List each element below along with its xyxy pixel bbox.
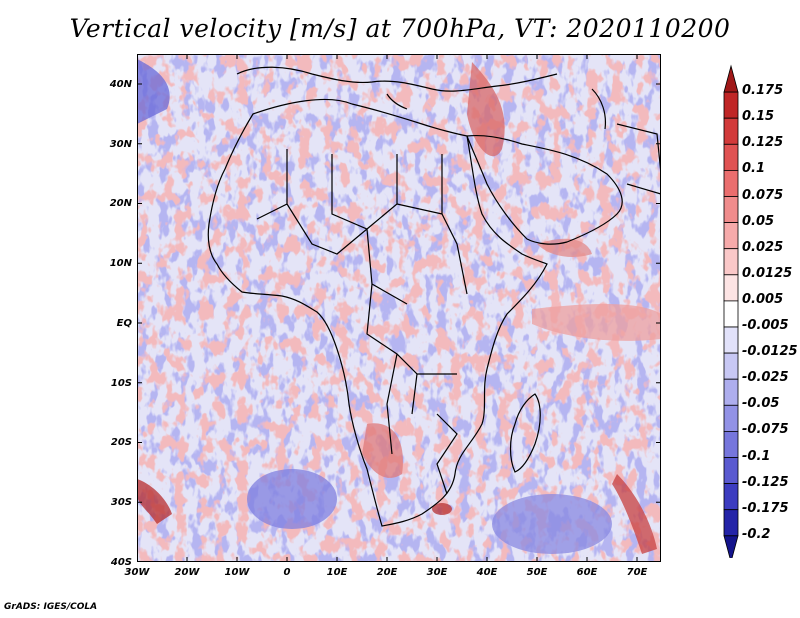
lat-label-30s: 30S bbox=[110, 497, 132, 508]
colorbar-swatch bbox=[723, 170, 739, 197]
map-title: Vertical velocity [m/s] at 700hPa, VT: 2… bbox=[69, 14, 731, 43]
colorbar-swatch bbox=[723, 326, 739, 354]
lon-label-40e: 40E bbox=[476, 567, 498, 578]
lat-label-20n: 20N bbox=[109, 198, 132, 209]
credit-text: GrADS: IGES/COLA bbox=[4, 602, 98, 612]
lon-label-10e: 10E bbox=[326, 567, 348, 578]
colorbar-swatch bbox=[723, 535, 739, 558]
colorbar-label: -0.125 bbox=[742, 474, 789, 490]
colorbar-label: -0.005 bbox=[742, 318, 789, 333]
colorbar-label: -0.2 bbox=[742, 526, 771, 542]
colorbar-label: 0.0125 bbox=[742, 265, 793, 281]
colorbar-label: -0.1 bbox=[742, 448, 771, 464]
colorbar bbox=[723, 64, 739, 558]
colorbar-label: -0.05 bbox=[742, 396, 780, 412]
colorbar-swatch bbox=[723, 222, 739, 250]
lat-label-10s: 10S bbox=[110, 378, 132, 389]
lat-label-40n: 40N bbox=[109, 79, 132, 90]
colorbar-swatch bbox=[723, 143, 739, 171]
colorbar-swatch bbox=[723, 404, 739, 432]
lat-label-20s: 20S bbox=[110, 437, 132, 448]
colorbar-label: 0.005 bbox=[742, 291, 784, 307]
colorbar-swatch bbox=[723, 509, 739, 537]
colorbar-label: -0.0125 bbox=[742, 344, 798, 360]
lon-label-70e: 70E bbox=[626, 567, 648, 578]
colorbar-swatch bbox=[723, 64, 739, 93]
colorbar-swatch bbox=[723, 378, 739, 406]
map-frame bbox=[137, 54, 661, 562]
lat-label-30n: 30N bbox=[109, 139, 132, 150]
velocity-features bbox=[137, 59, 661, 554]
colorbar-swatch bbox=[723, 430, 739, 458]
colorbar-label: -0.175 bbox=[742, 500, 789, 516]
colorbar-label: 0.075 bbox=[742, 187, 784, 203]
lat-label-eq: EQ bbox=[116, 318, 132, 329]
colorbar-label: 0.05 bbox=[742, 213, 775, 229]
coastlines bbox=[207, 66, 661, 527]
colorbar-swatch bbox=[723, 274, 739, 302]
colorbar-label: 0.1 bbox=[742, 161, 766, 177]
colorbar-label: 0.025 bbox=[742, 239, 784, 255]
colorbar-label: 0.175 bbox=[742, 83, 784, 99]
lon-label-20w: 20W bbox=[174, 567, 200, 578]
lon-label-50e: 50E bbox=[526, 567, 548, 578]
colorbar-swatch bbox=[723, 248, 739, 276]
lon-label-20e: 20E bbox=[376, 567, 398, 578]
colorbar-label: -0.025 bbox=[742, 370, 789, 386]
lon-label-30w: 30W bbox=[124, 567, 150, 578]
colorbar-label: -0.075 bbox=[742, 422, 789, 438]
colorbar-swatch bbox=[723, 300, 739, 328]
colorbar-swatch bbox=[723, 457, 739, 485]
colorbar-swatch bbox=[723, 352, 739, 380]
lon-label-0: 0 bbox=[283, 567, 291, 578]
colorbar-label: 0.125 bbox=[742, 135, 784, 151]
colorbar-label: 0.15 bbox=[742, 109, 775, 125]
lon-label-10w: 10W bbox=[224, 567, 250, 578]
axis-ticks bbox=[137, 54, 661, 562]
lat-label-40s: 40S bbox=[110, 557, 132, 568]
lon-label-30e: 30E bbox=[426, 567, 448, 578]
colorbar-swatch bbox=[723, 117, 739, 145]
lat-label-10n: 10N bbox=[109, 258, 132, 269]
colorbar-swatch bbox=[723, 483, 739, 511]
vertical-velocity-map bbox=[137, 54, 661, 562]
colorbar-swatch bbox=[723, 91, 739, 119]
lon-label-60e: 60E bbox=[576, 567, 598, 578]
colorbar-swatch bbox=[723, 196, 739, 224]
